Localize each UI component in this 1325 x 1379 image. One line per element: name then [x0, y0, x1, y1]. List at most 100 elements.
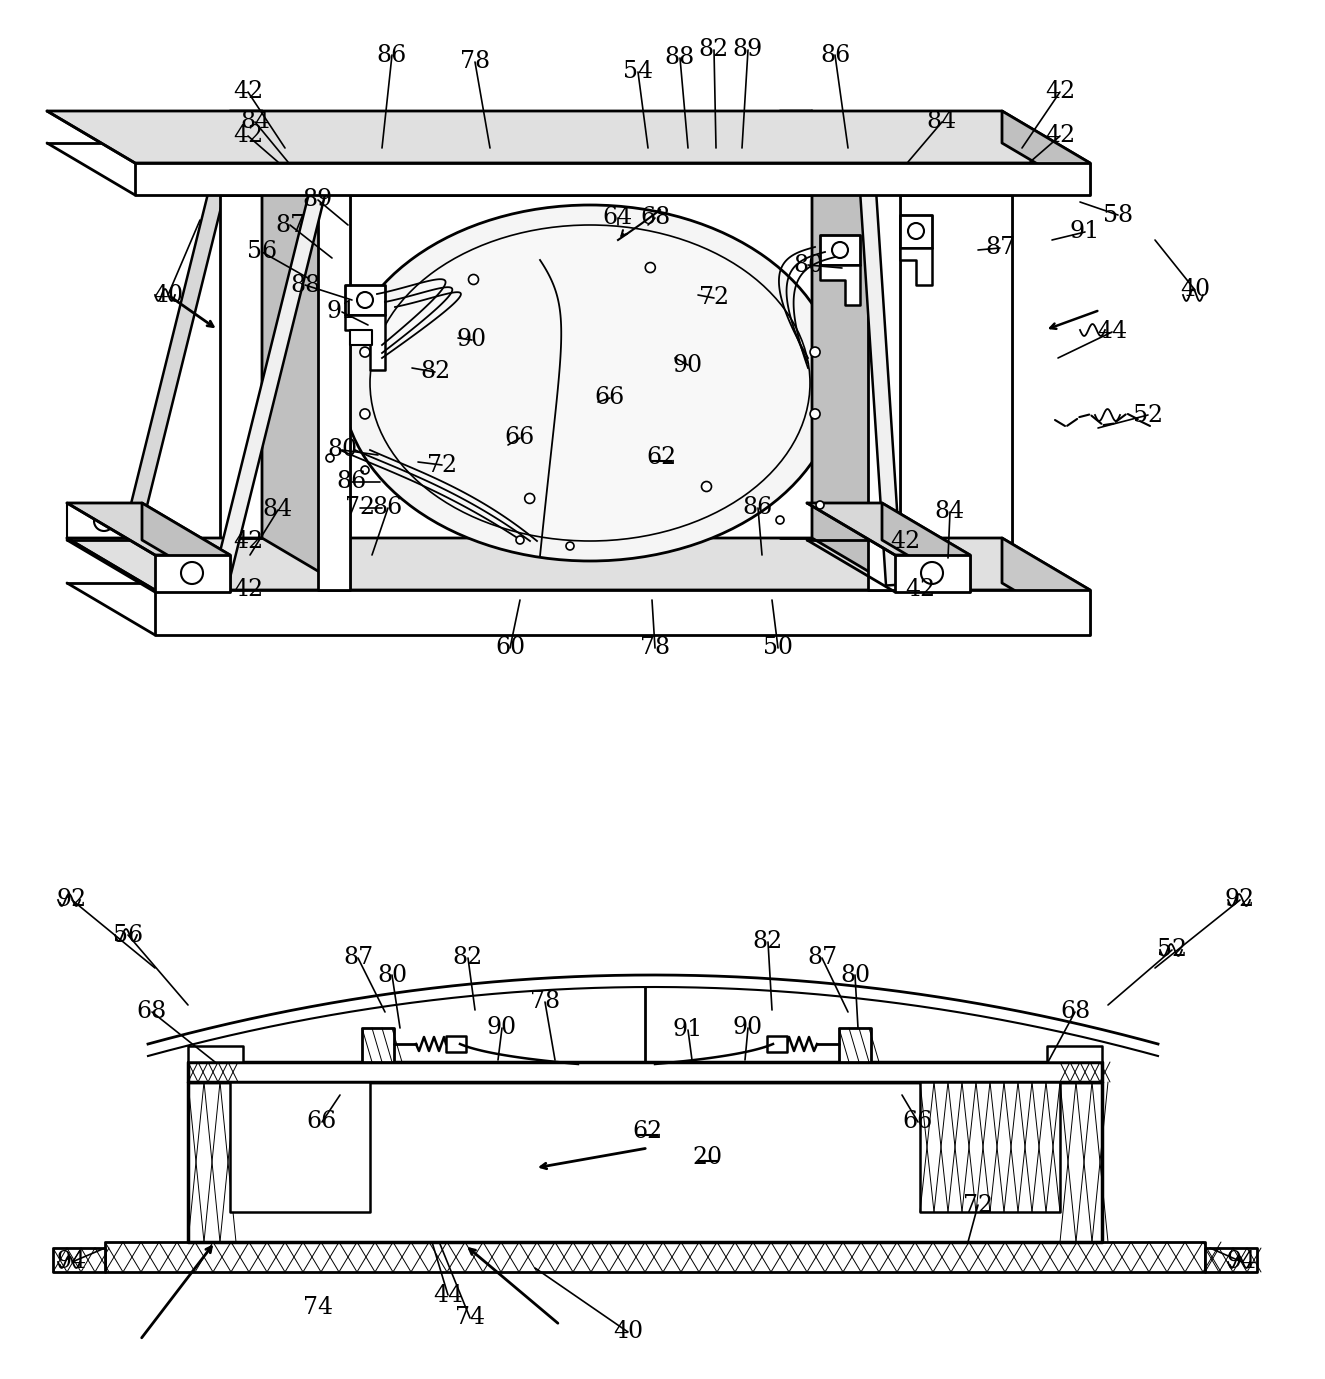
- Text: 66: 66: [505, 426, 535, 450]
- Polygon shape: [46, 110, 1090, 163]
- Text: 42: 42: [890, 531, 920, 553]
- Text: 68: 68: [1060, 1001, 1090, 1023]
- Text: 20: 20: [693, 1146, 723, 1169]
- Polygon shape: [839, 1027, 871, 1062]
- Polygon shape: [780, 110, 900, 163]
- Polygon shape: [820, 234, 860, 265]
- Polygon shape: [820, 265, 860, 305]
- Text: 72: 72: [427, 454, 457, 477]
- Text: 92: 92: [57, 888, 87, 912]
- Text: 89: 89: [303, 189, 333, 211]
- Polygon shape: [231, 110, 350, 163]
- Text: 52: 52: [1133, 404, 1163, 426]
- Text: 42: 42: [233, 80, 264, 103]
- Polygon shape: [132, 143, 1012, 194]
- Text: 42: 42: [233, 124, 264, 148]
- Text: 72: 72: [700, 287, 729, 309]
- Circle shape: [810, 410, 820, 419]
- Polygon shape: [68, 538, 1090, 590]
- Polygon shape: [344, 285, 386, 314]
- Circle shape: [326, 454, 334, 462]
- Polygon shape: [900, 215, 931, 248]
- Text: 80: 80: [327, 439, 356, 462]
- Polygon shape: [53, 1248, 105, 1271]
- Text: 40: 40: [1181, 279, 1210, 302]
- Circle shape: [360, 410, 370, 419]
- Text: 84: 84: [935, 501, 965, 524]
- Circle shape: [701, 481, 712, 491]
- Text: 84: 84: [262, 498, 293, 521]
- Text: 50: 50: [763, 637, 792, 659]
- Polygon shape: [350, 330, 372, 345]
- Polygon shape: [1047, 1047, 1102, 1062]
- Text: 42: 42: [233, 579, 264, 601]
- Polygon shape: [155, 590, 1090, 634]
- Text: 56: 56: [246, 240, 277, 263]
- Circle shape: [566, 542, 574, 550]
- Polygon shape: [142, 503, 231, 592]
- Text: 90: 90: [457, 328, 488, 352]
- Text: 80: 80: [792, 254, 823, 277]
- Text: 62: 62: [633, 1121, 662, 1143]
- Circle shape: [832, 241, 848, 258]
- Polygon shape: [344, 314, 386, 370]
- Polygon shape: [135, 163, 1090, 194]
- Text: 86: 86: [743, 496, 772, 520]
- Text: 42: 42: [233, 531, 264, 553]
- Text: 91: 91: [327, 301, 358, 324]
- Circle shape: [360, 466, 368, 474]
- Text: 94: 94: [1227, 1251, 1257, 1273]
- Text: 91: 91: [673, 1019, 704, 1041]
- Text: 90: 90: [673, 353, 704, 376]
- Text: 72: 72: [344, 496, 375, 520]
- Text: 68: 68: [640, 207, 670, 229]
- Text: 92: 92: [1224, 888, 1255, 912]
- Text: 78: 78: [530, 990, 560, 1014]
- Text: 52: 52: [1157, 939, 1187, 961]
- Ellipse shape: [342, 205, 837, 561]
- Text: 91: 91: [1069, 221, 1100, 244]
- Polygon shape: [807, 503, 970, 554]
- Text: 86: 86: [372, 496, 403, 520]
- Text: 94: 94: [57, 1251, 87, 1273]
- Circle shape: [94, 512, 114, 531]
- Text: 80: 80: [376, 964, 407, 986]
- Polygon shape: [362, 1027, 394, 1062]
- Text: 72: 72: [963, 1193, 992, 1216]
- Circle shape: [469, 274, 478, 284]
- Text: 86: 86: [820, 44, 851, 66]
- Polygon shape: [1002, 538, 1090, 634]
- Polygon shape: [318, 163, 350, 590]
- Polygon shape: [924, 143, 1012, 590]
- Text: 40: 40: [152, 284, 183, 306]
- Circle shape: [816, 501, 824, 509]
- Text: 58: 58: [1102, 204, 1133, 226]
- Text: 82: 82: [453, 946, 484, 969]
- Text: 74: 74: [303, 1296, 333, 1320]
- Text: 64: 64: [603, 207, 633, 229]
- Text: 74: 74: [454, 1306, 485, 1329]
- Circle shape: [645, 262, 656, 273]
- Text: 68: 68: [136, 1001, 167, 1023]
- Polygon shape: [155, 554, 231, 592]
- Text: 66: 66: [902, 1110, 933, 1134]
- Polygon shape: [68, 503, 142, 541]
- Text: 42: 42: [905, 579, 935, 601]
- Polygon shape: [125, 137, 237, 535]
- Circle shape: [356, 292, 374, 308]
- Polygon shape: [212, 188, 326, 587]
- Circle shape: [776, 516, 784, 524]
- Polygon shape: [920, 1083, 1060, 1212]
- Text: 62: 62: [647, 447, 677, 469]
- Text: 44: 44: [1097, 320, 1128, 343]
- Ellipse shape: [370, 225, 810, 541]
- Polygon shape: [882, 503, 970, 592]
- Circle shape: [833, 512, 855, 531]
- Text: 87: 87: [807, 946, 837, 969]
- Text: 82: 82: [698, 39, 729, 62]
- Text: 42: 42: [1045, 80, 1075, 103]
- Text: 44: 44: [433, 1284, 464, 1306]
- Text: 54: 54: [623, 61, 653, 84]
- Polygon shape: [447, 1036, 466, 1052]
- Circle shape: [810, 348, 820, 357]
